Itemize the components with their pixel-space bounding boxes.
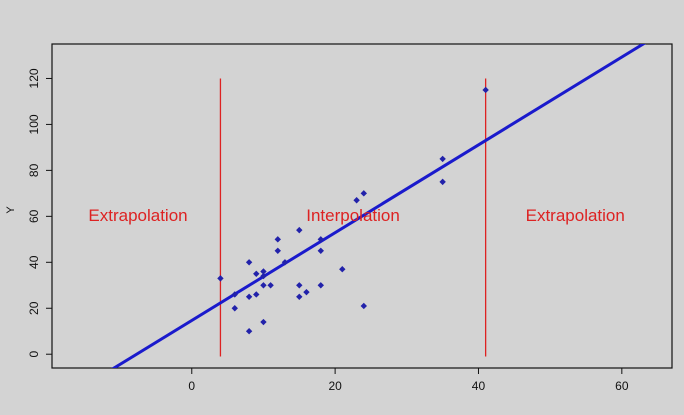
data-point — [296, 282, 303, 289]
x-tick-label: 60 — [615, 379, 629, 393]
data-point — [260, 282, 267, 289]
data-point — [253, 270, 260, 277]
regression-line-group — [111, 44, 647, 368]
annotation-label: Extrapolation — [88, 206, 187, 225]
data-point — [231, 305, 238, 312]
data-point — [317, 282, 324, 289]
data-point — [353, 197, 360, 204]
data-point — [245, 259, 253, 266]
y-tick-label: 20 — [27, 301, 41, 315]
data-point — [281, 259, 289, 266]
interpolation-boundaries — [219, 78, 487, 357]
data-point — [317, 236, 324, 243]
data-point — [245, 328, 253, 335]
plot-frame — [51, 43, 673, 369]
data-point — [253, 291, 260, 298]
data-point — [231, 291, 238, 298]
y-axis-label: Y — [5, 206, 17, 214]
data-point — [360, 190, 367, 197]
data-point — [245, 293, 253, 300]
region-annotations: Extrapolation Interpolation Extrapolation — [88, 206, 624, 225]
data-point — [482, 86, 489, 94]
y-tick-label: 80 — [27, 163, 41, 177]
data-point — [217, 275, 224, 282]
annotation-label: Extrapolation — [526, 206, 625, 225]
regression-line — [111, 44, 647, 368]
x-tick-label: 20 — [328, 379, 342, 393]
data-point — [339, 265, 346, 273]
data-point — [260, 318, 267, 326]
data-point — [274, 236, 281, 243]
y-tick-label: 40 — [27, 255, 41, 269]
data-point — [267, 282, 274, 289]
data-point — [360, 302, 367, 310]
data-point — [303, 288, 310, 296]
x-axis-ticks: 0 20 40 60 — [188, 368, 629, 393]
y-tick-label: 0 — [27, 351, 41, 358]
x-tick-label: 0 — [188, 379, 195, 393]
data-point — [260, 272, 267, 280]
data-point — [260, 268, 267, 275]
data-point — [439, 155, 446, 163]
data-point — [296, 293, 303, 300]
data-point — [439, 178, 446, 186]
data-point — [296, 226, 303, 234]
data-points — [217, 86, 489, 335]
annotation-label: Interpolation — [306, 206, 400, 225]
y-tick-label: 100 — [27, 114, 41, 134]
x-tick-label: 40 — [472, 379, 486, 393]
y-tick-label: 60 — [27, 209, 41, 223]
data-point — [317, 247, 324, 255]
y-tick-label: 120 — [27, 68, 41, 88]
data-point — [274, 247, 281, 255]
y-axis-ticks: 0 20 40 60 80 100 120 — [27, 68, 52, 358]
